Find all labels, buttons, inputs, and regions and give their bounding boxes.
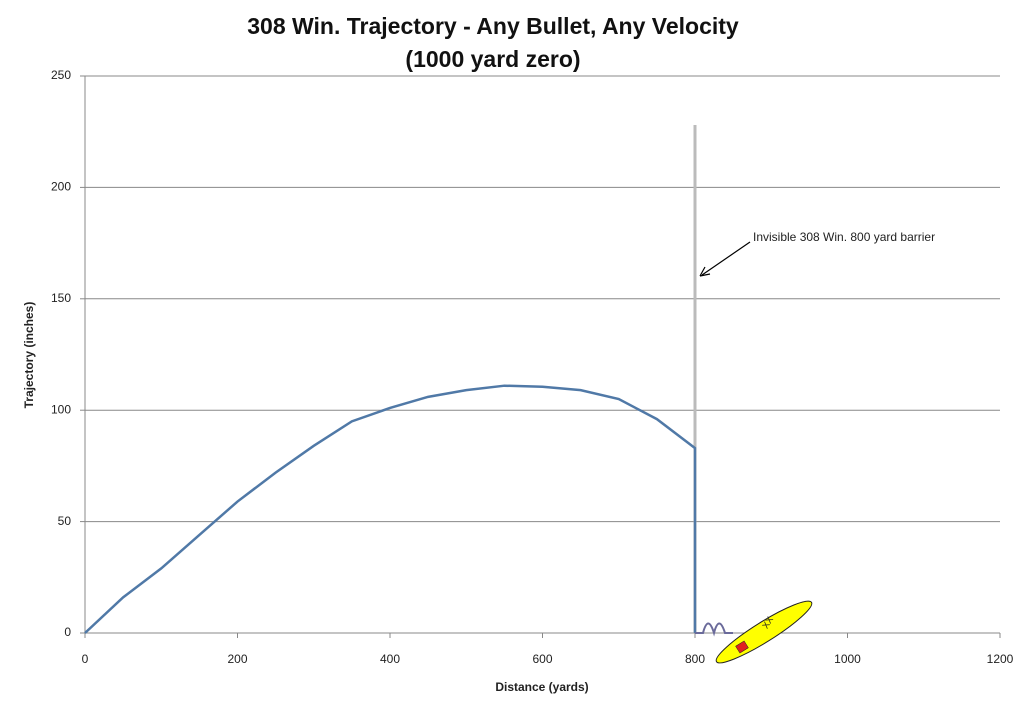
x-tick-label: 200 [227, 652, 247, 666]
y-tick-label: 250 [51, 68, 71, 82]
y-tick-label: 50 [58, 514, 72, 528]
x-tick-label: 600 [532, 652, 552, 666]
x-tick-label: 1000 [834, 652, 861, 666]
x-tick-label: 800 [685, 652, 705, 666]
x-tick-label: 1200 [987, 652, 1014, 666]
y-axis-title: Trajectory (inches) [22, 302, 36, 409]
trajectory-line [84, 384, 697, 634]
y-tick-label: 0 [64, 625, 71, 639]
x-tick-label: 0 [82, 652, 89, 666]
annotation: Invisible 308 Win. 800 yard barrier [753, 230, 935, 244]
y-tick-label: 100 [51, 402, 71, 416]
y-tick-label: 150 [51, 291, 71, 305]
cartoon-bullet: XX [695, 600, 813, 664]
x-tick-label: 400 [380, 652, 400, 666]
y-tick-label: 200 [51, 180, 71, 194]
annotation-arrow [699, 241, 751, 277]
chart-subtitle: (1000 yard zero) [405, 46, 580, 72]
chart-title: 308 Win. Trajectory - Any Bullet, Any Ve… [247, 13, 739, 39]
x-axis-title: Distance (yards) [495, 680, 588, 694]
